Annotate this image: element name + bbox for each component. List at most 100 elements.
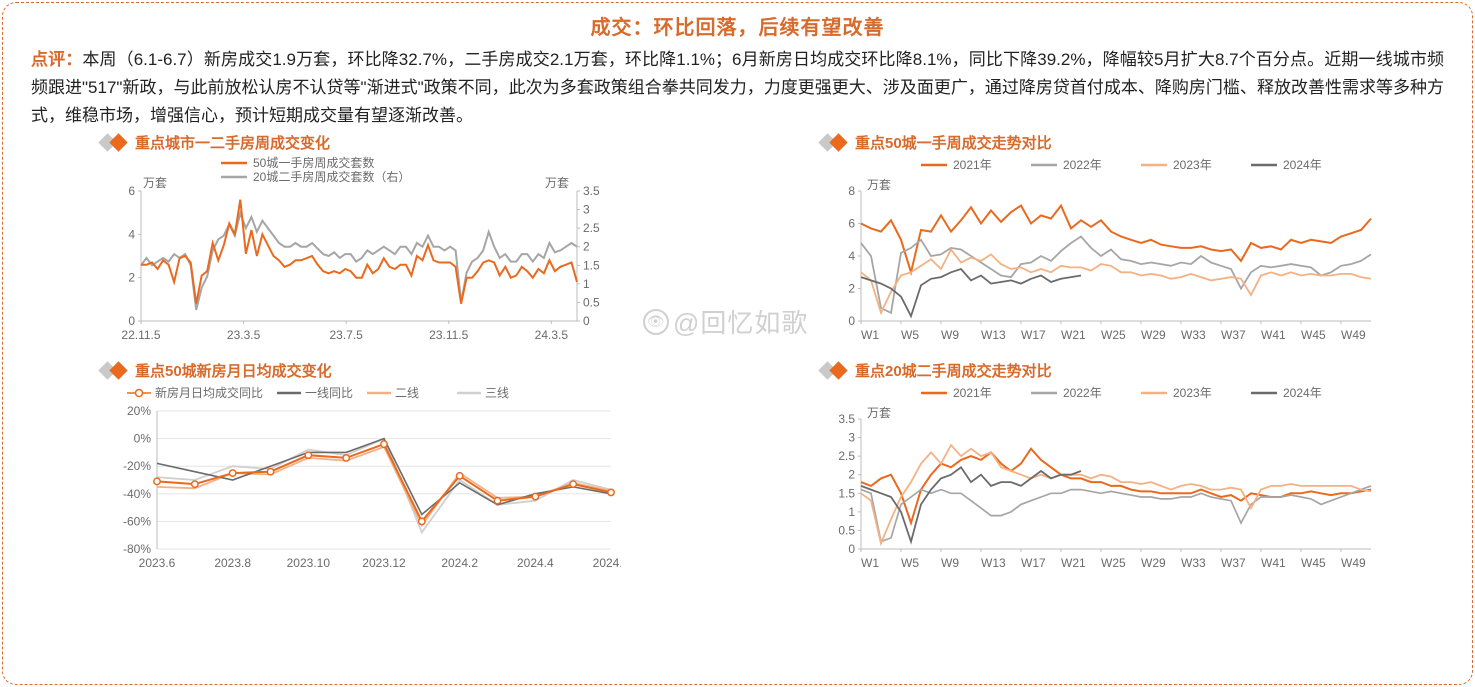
svg-text:新房月日均成交同比: 新房月日均成交同比 [155,385,263,400]
report-card: 成交：环比回落，后续有望改善 点评：本周（6.1-6.7）新房成交1.9万套，环… [2,2,1473,685]
svg-text:W13: W13 [981,328,1006,342]
svg-text:三线: 三线 [485,386,509,400]
svg-text:8: 8 [848,184,855,198]
svg-text:2024.6: 2024.6 [593,556,621,570]
svg-text:2023年: 2023年 [1173,386,1212,400]
svg-text:0.5: 0.5 [583,296,600,310]
svg-text:2.5: 2.5 [583,221,600,235]
svg-text:W5: W5 [901,556,919,570]
panel-chart3: 重点50城新房月日均成交变化 新房月日均成交同比 一线同比 二线 三线 -80% -60%… [101,360,701,580]
svg-text:二线: 二线 [395,386,419,400]
svg-text:20%: 20% [127,404,151,418]
svg-text:2: 2 [848,282,855,296]
svg-text:-60%: -60% [123,515,151,529]
svg-text:1: 1 [583,277,590,291]
svg-text:2023.12: 2023.12 [362,556,406,570]
svg-text:24.3.5: 24.3.5 [535,328,569,342]
svg-text:W33: W33 [1181,328,1206,342]
svg-text:2023.10: 2023.10 [287,556,331,570]
svg-text:1.5: 1.5 [838,486,855,500]
chart1-svg: 50城一手房周成交套数20城二手房周成交套数（右）万套万套024600.511.… [101,155,621,345]
svg-text:W41: W41 [1261,556,1286,570]
svg-text:0: 0 [128,314,135,328]
svg-text:W25: W25 [1101,328,1126,342]
svg-text:2.5: 2.5 [838,449,855,463]
panel-chart2: 重点50城一手周成交走势对比 2021年 2022年 2023年 2024年万套 0 2 4… [821,132,1461,352]
svg-text:1.5: 1.5 [583,258,600,272]
svg-text:4: 4 [848,249,855,263]
svg-text:22.11.5: 22.11.5 [121,328,160,342]
svg-text:W29: W29 [1141,328,1166,342]
svg-text:4: 4 [128,227,135,241]
svg-text:6: 6 [128,184,135,198]
panel-chart4: 重点20城二手周成交走势对比 2021年 2022年 2023年 2024年万套 0 0.… [821,360,1461,580]
svg-text:W25: W25 [1101,556,1126,570]
svg-text:0: 0 [848,542,855,556]
svg-text:2: 2 [848,468,855,482]
svg-text:W17: W17 [1021,328,1046,342]
svg-text:23.3.5: 23.3.5 [227,328,261,342]
svg-text:0: 0 [848,314,855,328]
svg-text:W9: W9 [941,556,959,570]
svg-text:2024.4: 2024.4 [517,556,554,570]
chart-grid: 重点城市一二手房周成交变化 50城一手房周成交套数20城二手房周成交套数（右） 万… [101,132,1444,580]
chart2-svg: 2021年2022年2023年2024年万套02468W1W5W9W13W17W… [821,155,1381,345]
svg-text:3: 3 [848,431,855,445]
svg-text:6: 6 [848,217,855,231]
svg-text:W37: W37 [1221,556,1246,570]
svg-text:2022年: 2022年 [1063,386,1102,400]
svg-text:2024.2: 2024.2 [441,556,478,570]
svg-text:23.11.5: 23.11.5 [429,328,468,342]
svg-text:1: 1 [848,505,855,519]
card-title: 成交：环比回落，后续有望改善 [31,11,1444,40]
svg-text:50城一手房周成交套数: 50城一手房周成交套数 [253,155,374,170]
svg-text:W49: W49 [1341,328,1366,342]
svg-text:W21: W21 [1061,556,1086,570]
chart3-title: 重点50城新房月日均成交变化 [135,360,332,381]
svg-text:W9: W9 [941,328,959,342]
svg-text:20城二手房周成交套数（右）: 20城二手房周成交套数（右） [253,169,410,184]
chart3-svg: 新房月日均成交同比 一线同比 二线 三线 -80% -60% -40% -20% 0% 20% 20… [101,383,621,573]
svg-text:2: 2 [583,240,590,254]
svg-text:-20%: -20% [123,459,151,473]
svg-text:万套: 万套 [545,176,569,190]
svg-text:2024年: 2024年 [1283,386,1322,400]
svg-text:-80%: -80% [123,542,151,556]
svg-text:W41: W41 [1261,328,1286,342]
svg-text:23.7.5: 23.7.5 [329,328,363,342]
chart1-title: 重点城市一二手房周成交变化 [135,132,330,153]
svg-text:W29: W29 [1141,556,1166,570]
svg-text:0%: 0% [134,432,152,446]
svg-text:3.5: 3.5 [583,184,600,198]
svg-text:W1: W1 [861,328,879,342]
svg-text:W17: W17 [1021,556,1046,570]
svg-text:2024年: 2024年 [1283,158,1322,172]
svg-text:2023.8: 2023.8 [214,556,251,570]
svg-text:-40%: -40% [123,487,151,501]
chart2-title: 重点50城一手周成交走势对比 [855,132,1052,153]
panel-chart1: 重点城市一二手房周成交变化 50城一手房周成交套数20城二手房周成交套数（右） 万… [101,132,701,352]
svg-text:万套: 万套 [867,406,891,420]
svg-text:W37: W37 [1221,328,1246,342]
svg-text:2021年: 2021年 [953,386,992,400]
svg-text:W13: W13 [981,556,1006,570]
svg-text:万套: 万套 [867,178,891,192]
svg-text:2023年: 2023年 [1173,158,1212,172]
commentary-body: 本周（6.1-6.7）新房成交1.9万套，环比降32.7%，二手房成交2.1万套… [31,50,1444,125]
commentary-lead: 点评： [31,50,82,69]
svg-text:2022年: 2022年 [1063,158,1102,172]
chart4-title: 重点20城二手周成交走势对比 [855,360,1052,381]
chart4-svg: 2021年 2022年 2023年 2024年万套 0 0.5 1 1.5 2 2.5 3 3.5 W1… [821,383,1381,573]
svg-text:一线同比: 一线同比 [305,386,353,400]
svg-text:W45: W45 [1301,328,1326,342]
svg-text:2023.6: 2023.6 [139,556,176,570]
svg-text:W49: W49 [1341,556,1366,570]
svg-text:万套: 万套 [143,176,167,190]
svg-text:2: 2 [128,271,135,285]
svg-text:W45: W45 [1301,556,1326,570]
svg-text:3.5: 3.5 [838,412,855,426]
svg-text:0.5: 0.5 [838,524,855,538]
commentary: 点评：本周（6.1-6.7）新房成交1.9万套，环比降32.7%，二手房成交2.… [31,46,1444,130]
svg-text:W1: W1 [861,556,879,570]
svg-text:2021年: 2021年 [953,158,992,172]
